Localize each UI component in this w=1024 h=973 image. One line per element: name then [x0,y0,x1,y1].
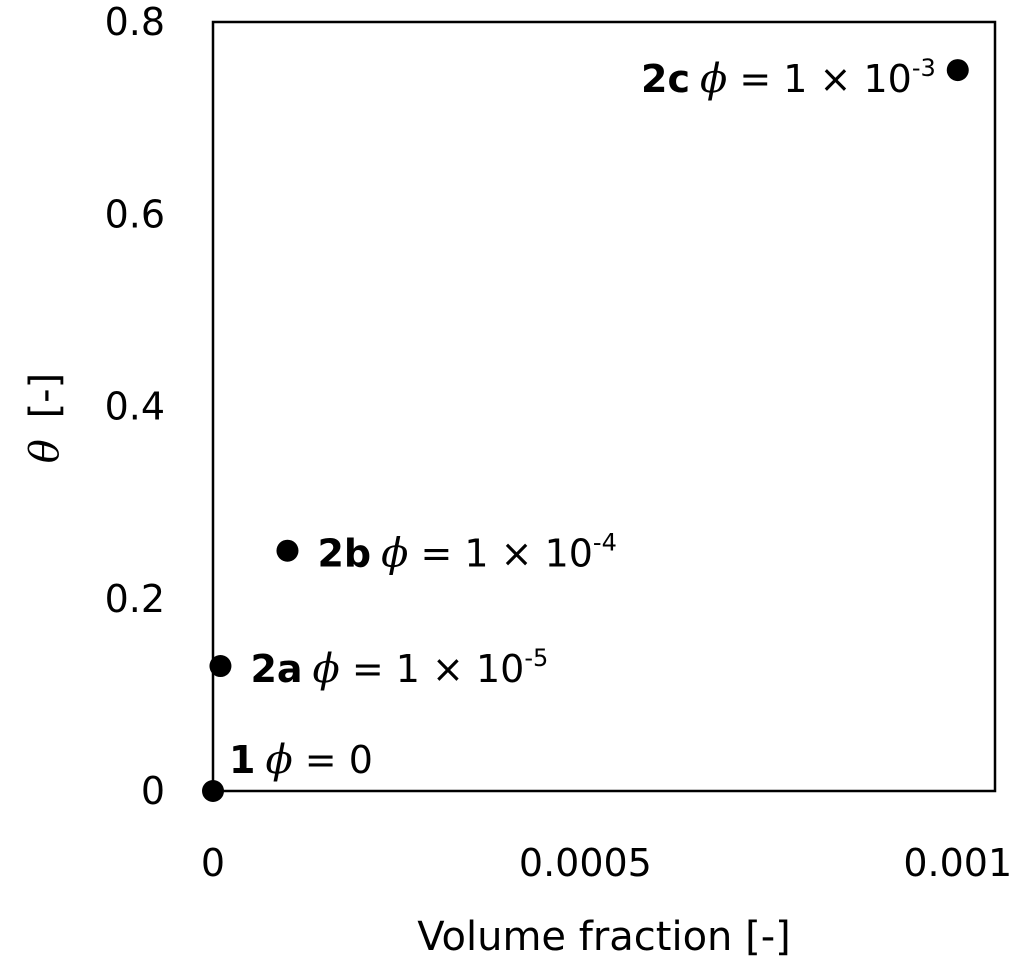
plot-area-border [211,20,997,793]
data-point-2b [276,539,299,562]
annotation-id: 1 [229,738,255,782]
annotation-phi: ϕ [381,531,408,577]
y-tick-label: 0.8 [105,0,165,44]
y-axis-label-unit: [-] [22,373,68,419]
annotation-phi: ϕ [313,646,340,692]
annotation-2b: 2b ϕ = 1 × 10-4 [317,529,616,577]
annotation-exponent: -3 [912,54,936,82]
data-point-2a [209,655,232,678]
y-tick-labels: 0 0.2 0.4 0.6 0.8 [105,0,165,813]
y-tick-label: 0.2 [105,577,165,621]
annotation-id: 2a [250,647,302,691]
annotation-phi: ϕ [265,737,292,783]
y-tick-label: 0.4 [105,385,165,429]
y-tick-label: 0.6 [105,192,165,236]
annotation-phi: ϕ [700,56,727,102]
y-axis-label: θ [-] [22,373,68,463]
annotation-eq: = 1 × 10 [408,532,593,576]
x-tick-labels: 0 0.0005 0.001 [201,841,1012,885]
annotation-id: 2b [317,532,371,576]
data-point-2c [946,59,969,82]
y-tick-label: 0 [141,769,165,813]
data-point-1 [202,780,224,802]
annotation-2c: 2c ϕ = 1 × 10-3 [641,54,936,102]
annotation-id: 2c [641,57,690,101]
x-tick-label: 0.0005 [519,841,652,885]
annotation-2a: 2a ϕ = 1 × 10-5 [250,644,548,692]
x-axis-label: Volume fraction [-] [417,914,791,960]
data-points [202,59,969,802]
y-axis-label-symbol: θ [22,439,68,463]
annotation-exponent: -5 [524,644,548,672]
annotation-eq: = 1 × 10 [727,57,912,101]
annotation-eq: = 0 [293,738,373,782]
x-tick-label: 0.001 [903,841,1012,885]
annotation-exponent: -4 [593,529,617,557]
x-tick-label: 0 [201,841,225,885]
annotation-eq: = 1 × 10 [340,647,525,691]
